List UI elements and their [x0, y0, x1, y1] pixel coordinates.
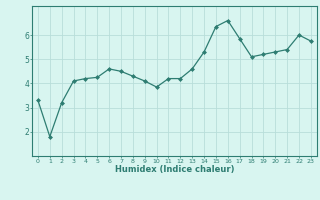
X-axis label: Humidex (Indice chaleur): Humidex (Indice chaleur) — [115, 165, 234, 174]
